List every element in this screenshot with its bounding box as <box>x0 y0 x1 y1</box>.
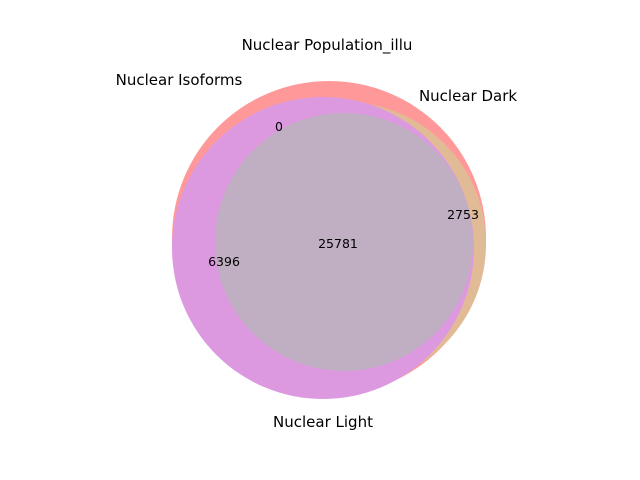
set-label-dark: Nuclear Dark <box>419 87 517 105</box>
diagram-title: Nuclear Population_illu <box>242 36 413 55</box>
region-count-left-crescent: 6396 <box>208 254 240 269</box>
region-count-center: 25781 <box>318 236 358 251</box>
region-count-top-sliver: 0 <box>275 119 283 134</box>
overlap-all-three <box>215 113 473 371</box>
region-count-right-crescent: 2753 <box>447 207 479 222</box>
set-label-light: Nuclear Light <box>273 413 373 431</box>
set-label-isoforms: Nuclear Isoforms <box>116 71 243 89</box>
venn-circles <box>172 81 486 399</box>
